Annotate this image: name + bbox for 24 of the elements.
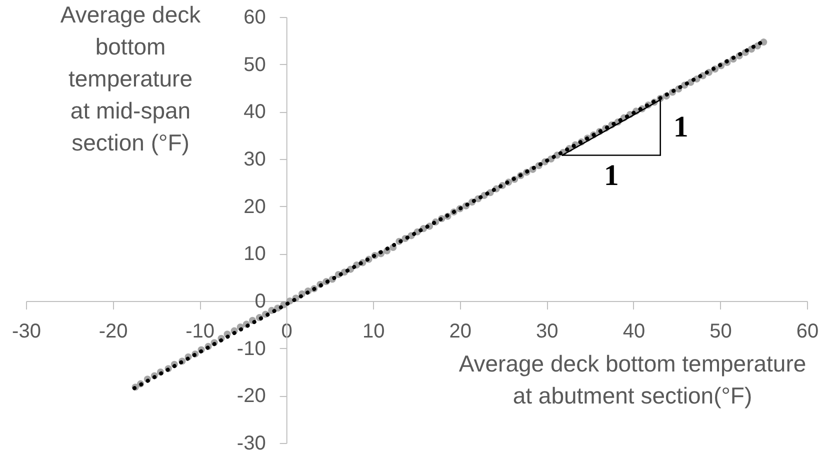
x-axis-title: Average deck bottom temperature at abutment section(°F) bbox=[458, 350, 806, 408]
y-tick-label: 60 bbox=[244, 6, 266, 28]
y-tick-label: -20 bbox=[236, 385, 266, 408]
x-tick-label: 50 bbox=[710, 320, 732, 342]
y-tick-label: 30 bbox=[244, 148, 266, 170]
x-tick-label: -30 bbox=[12, 320, 41, 342]
x-tick-label: 10 bbox=[362, 320, 385, 342]
y-tick-label: 0 bbox=[254, 290, 266, 312]
y-axis-title: Average deck bottom temperature at mid-span section (°F) bbox=[60, 2, 202, 156]
series-label: 1 bbox=[604, 159, 619, 192]
x-tick-label: -20 bbox=[98, 320, 128, 342]
x-tick-label: 30 bbox=[536, 320, 558, 342]
y-tick-label: -10 bbox=[236, 338, 266, 360]
y-tick-label: -30 bbox=[236, 432, 266, 454]
series-label: 1 bbox=[673, 110, 688, 144]
x-tick-label: 20 bbox=[449, 320, 472, 342]
y-tick-label: 40 bbox=[244, 101, 266, 124]
y-tick-label: 10 bbox=[244, 243, 266, 266]
x-tick-label: 0 bbox=[281, 320, 292, 342]
y-tick-label: 20 bbox=[244, 196, 266, 218]
x-tick-label: 40 bbox=[622, 320, 646, 342]
y-tick-label: 50 bbox=[244, 54, 266, 76]
x-tick-label: 60 bbox=[796, 320, 819, 342]
x-tick-label: -10 bbox=[186, 320, 215, 342]
